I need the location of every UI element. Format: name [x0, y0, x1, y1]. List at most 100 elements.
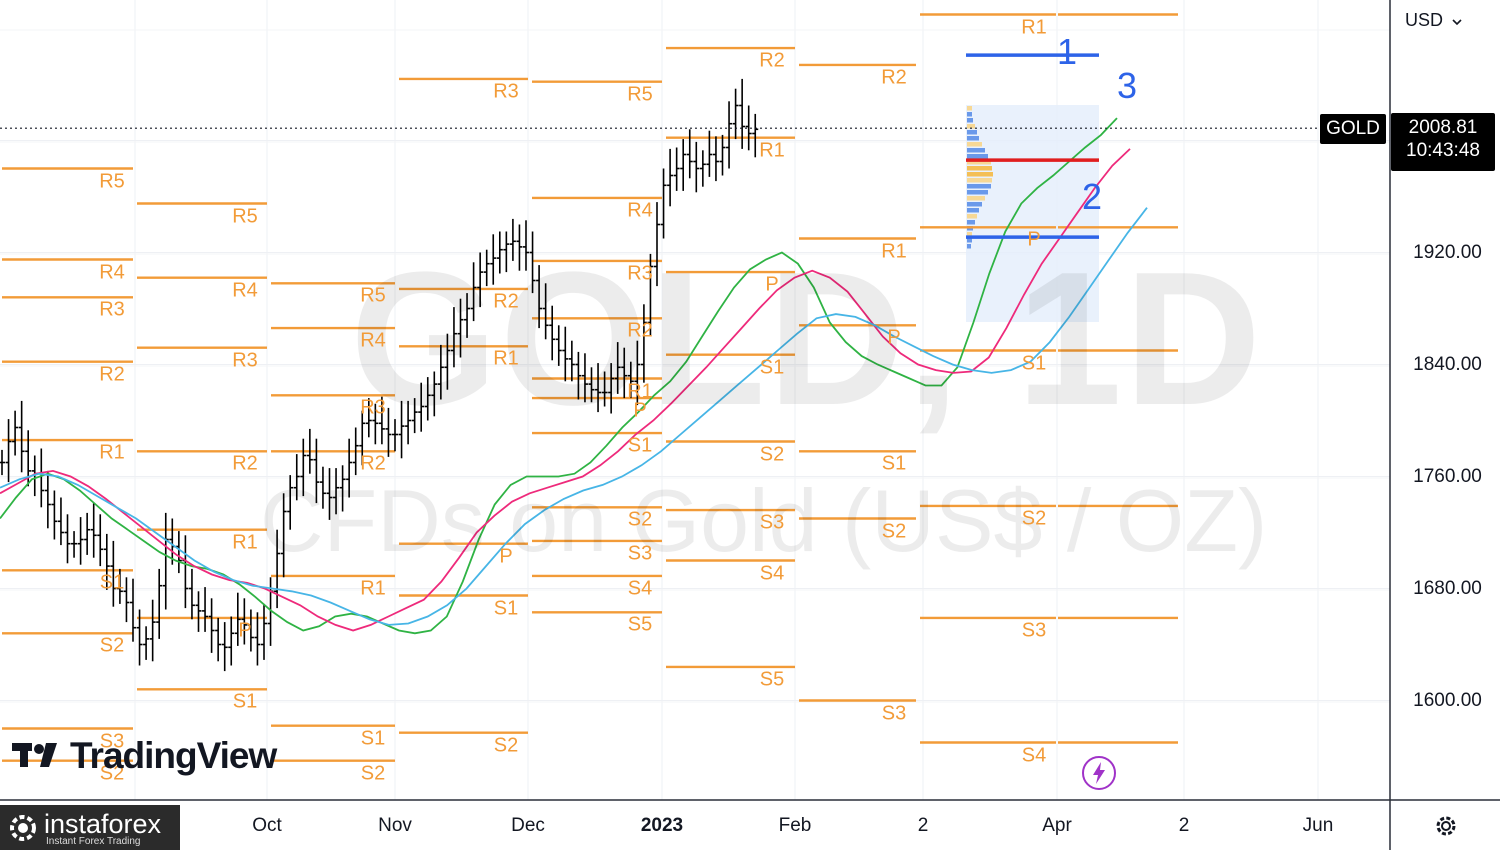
bar-countdown: 10:43:48 [1406, 140, 1480, 161]
volume-profile-bar [967, 190, 988, 195]
pivot-label-r4: R4 [99, 261, 125, 283]
gear-icon[interactable] [1432, 812, 1460, 845]
pivot-label-s2: S2 [99, 762, 125, 785]
time-axis-tick: Oct [252, 815, 282, 836]
pivot-label-r3: R3 [232, 349, 258, 372]
pivot-label-r5: R5 [627, 83, 653, 106]
pivot-label-r4: R4 [232, 279, 258, 302]
price-axis-tick: 1760.00 [1413, 465, 1482, 487]
time-axis-tick: 2 [917, 815, 929, 836]
pivot-label-r1: R1 [99, 441, 125, 464]
tradingview-wordmark: TradingView [70, 735, 277, 776]
volume-profile-bar [967, 232, 972, 237]
price-axis-tick: 1680.00 [1413, 577, 1482, 599]
volume-profile-bar [967, 148, 985, 153]
pivot-label-s2: S2 [1021, 507, 1047, 530]
instaforex-name: instaforex [44, 809, 162, 839]
pivot-label-r2: R2 [99, 363, 125, 386]
pivot-label-r5: R5 [232, 205, 258, 227]
price-axis-tick: 1600.00 [1413, 689, 1482, 711]
wave-label-2: 2 [1081, 176, 1103, 217]
time-axis-tick: Feb [778, 815, 812, 836]
volume-profile-bar [967, 118, 973, 123]
price-axis-tick: 1840.00 [1413, 353, 1482, 375]
pivot-label-s2: S2 [360, 762, 386, 785]
pivot-label-r1: R1 [360, 577, 386, 600]
time-axis-tick: Apr [1042, 815, 1072, 836]
last-price-value: 2008.81 [1408, 117, 1478, 138]
pivot-label-s4: S4 [1021, 744, 1047, 766]
pivot-label-p: P [633, 399, 647, 422]
pivot-label-r5: R5 [99, 170, 125, 192]
pivot-label-r1: R1 [759, 139, 785, 162]
pivot-label-p: P [238, 619, 252, 642]
pivot-label-p: P [499, 545, 513, 568]
volume-profile-bar [967, 112, 972, 117]
pivot-label-s5: S5 [759, 668, 785, 691]
time-axis-tick: Dec [511, 815, 545, 836]
volume-profile-bar [967, 238, 972, 243]
pivot-label-r1: R1 [493, 347, 519, 370]
volume-profile-bar [967, 166, 992, 171]
pivot-label-s1: S1 [1021, 352, 1047, 374]
pivot-label-s2: S2 [627, 508, 653, 531]
instaforex-logo[interactable]: instaforex Instant Forex Trading [0, 805, 180, 850]
watermark-description: CFDs on Gold (US$ / OZ) [260, 471, 1268, 570]
pivot-label-r2: R2 [759, 49, 785, 72]
pivot-label-r2: R2 [232, 452, 258, 475]
watermark-symbol: GOLD, 1D [350, 233, 1264, 445]
pivot-label-r1: R1 [1021, 16, 1047, 38]
pivot-label-s1: S1 [627, 434, 653, 457]
pivot-label-s3: S3 [99, 730, 125, 752]
currency-selector[interactable]: USD [1405, 10, 1462, 31]
chevron-down-icon [1452, 10, 1462, 31]
lightning-icon[interactable] [1081, 755, 1117, 796]
pivot-label-r4: R4 [627, 199, 653, 222]
wave-label-1: 1 [1056, 31, 1078, 72]
moving-average-line [0, 117, 1118, 635]
volume-profile-bar [967, 178, 992, 183]
volume-profile-bar [967, 136, 979, 141]
pivot-label-s1: S1 [360, 727, 386, 750]
pivot-label-s3: S3 [759, 511, 785, 534]
tradingview-mark-icon [12, 737, 64, 776]
pivot-label-s3: S3 [627, 542, 653, 565]
instaforex-tagline: Instant Forex Trading [46, 836, 141, 847]
volume-profile-bar [967, 220, 975, 225]
pivot-label-s1: S1 [99, 571, 125, 594]
pivot-label-p: P [765, 273, 779, 296]
time-axis-tick: Nov [378, 815, 412, 836]
volume-profile-bar [967, 142, 982, 147]
pivot-label-s5: S5 [627, 613, 653, 636]
volume-profile-bar [967, 184, 991, 189]
wave-label-3: 3 [1116, 65, 1138, 106]
pivot-label-r1: R1 [627, 380, 653, 402]
time-axis-tick: 2 [1178, 815, 1190, 836]
pivot-label-r2: R2 [881, 66, 907, 89]
pivot-label-s1: S1 [493, 597, 519, 619]
volume-profile-bar [967, 154, 988, 159]
volume-profile-bar [967, 196, 985, 201]
volume-profile-bar [967, 172, 993, 177]
pivot-label-s2: S2 [759, 443, 785, 465]
pivot-label-r2: R2 [493, 290, 519, 313]
pivot-label-r3: R3 [493, 80, 519, 103]
time-axis-tick: 2023 [640, 815, 684, 836]
moving-average-line [0, 207, 1148, 626]
symbol-tag: GOLD [1320, 114, 1386, 144]
price-axis-tick: 1920.00 [1413, 241, 1482, 263]
volume-profile-bar [967, 160, 991, 165]
currency-label: USD [1405, 10, 1444, 30]
pivot-label-s4: S4 [759, 562, 785, 584]
pivot-label-p: P [887, 326, 901, 349]
pivot-label-s1: S1 [232, 690, 258, 713]
volume-profile-bar [967, 244, 971, 249]
volume-profile-bar [967, 202, 982, 207]
pivot-label-s2: S2 [493, 734, 519, 757]
tradingview-logo[interactable]: TradingView [12, 735, 277, 777]
volume-profile-bar [967, 130, 977, 135]
volume-profile-bar [967, 124, 975, 129]
pivot-label-r2: R2 [360, 452, 386, 475]
